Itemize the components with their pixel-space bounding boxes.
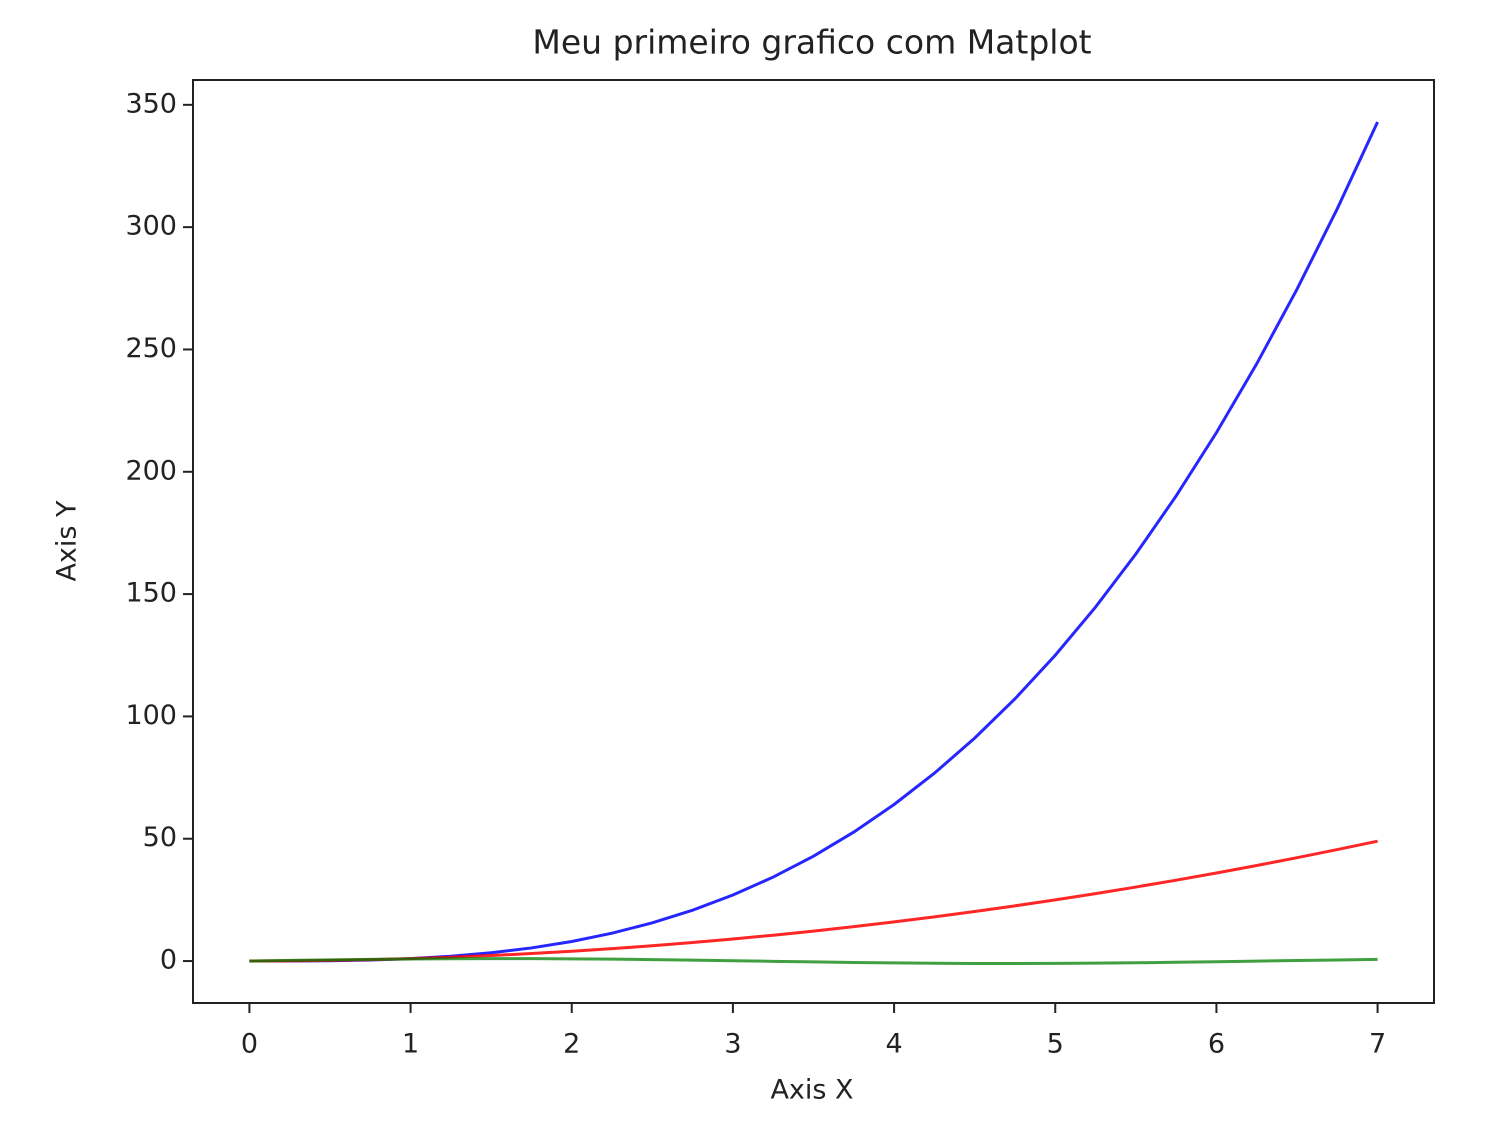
y-tick-label: 350 <box>125 88 177 119</box>
y-tick-label: 200 <box>125 455 177 486</box>
x-axis-label: Axis X <box>770 1075 853 1106</box>
x-tick-label: 5 <box>1047 1029 1064 1060</box>
x-tick-label: 1 <box>402 1029 419 1060</box>
x-tick-label: 4 <box>885 1029 902 1060</box>
y-axis-label: Axis Y <box>52 500 83 582</box>
x-tick-label: 7 <box>1369 1029 1386 1060</box>
y-tick-label: 100 <box>125 700 177 731</box>
x-tick-label: 2 <box>563 1029 580 1060</box>
y-tick-label: 50 <box>143 822 177 853</box>
line-series <box>249 957 1378 965</box>
y-tick-label: 300 <box>125 211 177 242</box>
chart-title: Meu primeiro grafico com Matplot <box>532 23 1091 62</box>
x-tick-label: 0 <box>241 1029 258 1060</box>
y-tick-label: 0 <box>160 945 177 976</box>
x-tick-label: 6 <box>1208 1029 1225 1060</box>
y-tick-label: 150 <box>125 578 177 609</box>
plot-frame <box>192 79 1435 1004</box>
line-series <box>249 839 1378 963</box>
y-tick-label: 250 <box>125 333 177 364</box>
line-series <box>249 121 1379 963</box>
x-tick-label: 3 <box>724 1029 741 1060</box>
